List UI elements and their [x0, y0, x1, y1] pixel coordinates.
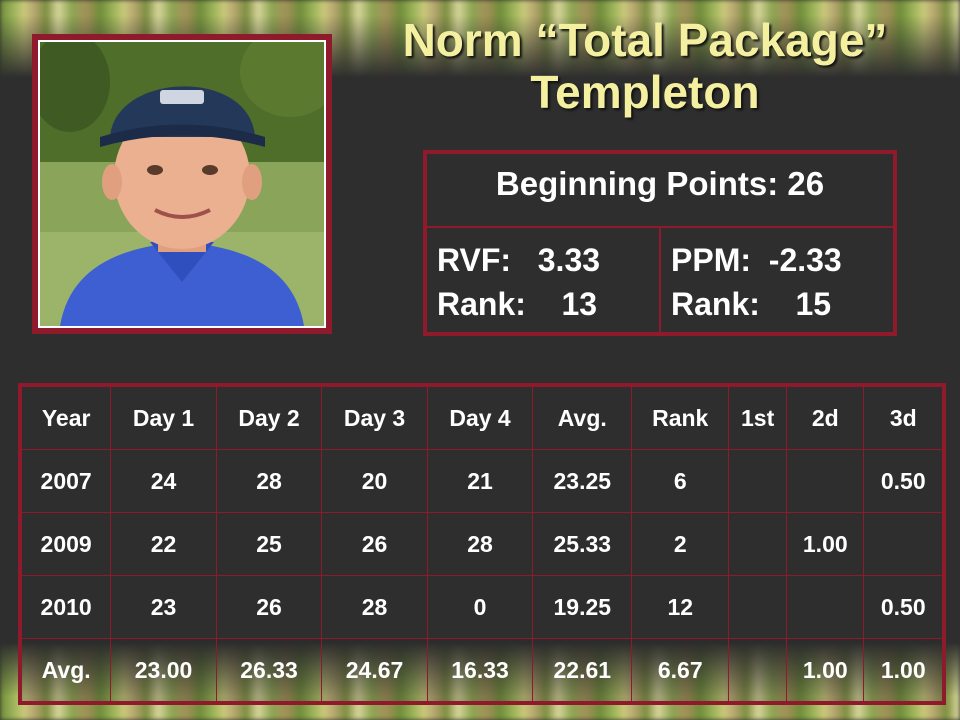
table-cell: [728, 449, 788, 513]
title-line-2: Templeton: [530, 66, 760, 118]
header-avg: Avg.: [532, 384, 633, 450]
table-cell: 0.50: [863, 449, 945, 513]
table-cell: 16.33: [426, 638, 534, 704]
table-cell: 22: [110, 512, 217, 576]
table-cell: [863, 512, 945, 576]
results-table: Year Day 1 Day 2 Day 3 Day 4 Avg. Rank 1…: [18, 383, 946, 705]
table-cell: 2010: [19, 575, 112, 639]
table-cell: 26: [215, 575, 323, 639]
table-row: 2009 22 25 26 28 25.33 2 1.00: [19, 512, 945, 576]
table-row-average: Avg. 23.00 26.33 24.67 16.33 22.61 6.67 …: [19, 638, 945, 704]
table-cell: [728, 512, 788, 576]
table-cell: 21: [426, 449, 534, 513]
table-cell: 19.25: [532, 575, 633, 639]
table-cell: Avg.: [19, 638, 112, 704]
table-cell: 2009: [19, 512, 112, 576]
table-cell: [786, 449, 865, 513]
ppm-value: PPM: -2.33: [671, 242, 842, 278]
ppm-rank: Rank: 15: [671, 286, 832, 322]
table-cell: 24: [110, 449, 217, 513]
player-photo-frame: [32, 34, 332, 334]
title-line-1: Norm “Total Package”: [402, 14, 888, 66]
table-cell: 6.67: [631, 638, 730, 704]
table-cell: 2: [631, 512, 730, 576]
table-cell: 23: [110, 575, 217, 639]
page-title: Norm “Total Package” Templeton: [350, 14, 940, 118]
rvf-value: RVF: 3.33: [437, 242, 601, 278]
header-2d: 2d: [786, 384, 865, 450]
table-cell: 28: [321, 575, 428, 639]
table-cell: [728, 575, 788, 639]
table-cell: 26: [321, 512, 428, 576]
header-year: Year: [19, 384, 112, 450]
table-cell: 1.00: [786, 512, 865, 576]
header-day1: Day 1: [110, 384, 217, 450]
table-cell: [728, 638, 788, 704]
beginning-points: Beginning Points: 26: [427, 154, 893, 228]
table-cell: 20: [321, 449, 428, 513]
table-row: 2010 23 26 28 0 19.25 12 0.50: [19, 575, 945, 639]
header-day3: Day 3: [321, 384, 428, 450]
rvf-rank: Rank: 13: [437, 286, 598, 322]
header-rank: Rank: [631, 384, 730, 450]
table-cell: 0.50: [863, 575, 945, 639]
table-cell: 28: [426, 512, 534, 576]
table-cell: [786, 575, 865, 639]
table-cell: 23.00: [110, 638, 217, 704]
table-cell: 22.61: [532, 638, 633, 704]
table-cell: 23.25: [532, 449, 633, 513]
table-header-row: Year Day 1 Day 2 Day 3 Day 4 Avg. Rank 1…: [19, 384, 945, 450]
table-cell: 28: [215, 449, 323, 513]
table-cell: 12: [631, 575, 730, 639]
table-cell: 2007: [19, 449, 112, 513]
table-cell: 24.67: [321, 638, 428, 704]
player-photo: [40, 42, 324, 326]
stats-bottom-row: RVF: 3.33 Rank: 13 PPM: -2.33 Rank: 15: [427, 228, 893, 334]
header-day2: Day 2: [215, 384, 323, 450]
table-cell: 1.00: [786, 638, 865, 704]
table-cell: 25.33: [532, 512, 633, 576]
table-cell: 25: [215, 512, 323, 576]
table-cell: 6: [631, 449, 730, 513]
stats-box: Beginning Points: 26 RVF: 3.33 Rank: 13 …: [423, 150, 897, 336]
table-cell: 0: [426, 575, 534, 639]
ppm-cell: PPM: -2.33 Rank: 15: [661, 228, 893, 334]
rvf-cell: RVF: 3.33 Rank: 13: [427, 228, 661, 334]
table-cell: 26.33: [215, 638, 323, 704]
header-day4: Day 4: [426, 384, 534, 450]
table-row: 2007 24 28 20 21 23.25 6 0.50: [19, 449, 945, 513]
header-3d: 3d: [863, 384, 945, 450]
table-cell: 1.00: [863, 638, 945, 704]
header-1st: 1st: [728, 384, 788, 450]
